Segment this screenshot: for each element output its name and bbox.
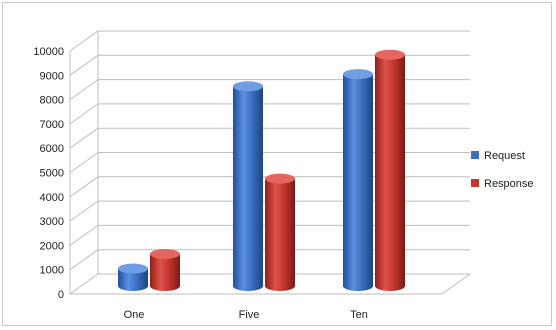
bars [118, 49, 405, 291]
bar-body [375, 54, 405, 291]
bar-request-five [233, 81, 263, 291]
gridline-side [69, 30, 99, 52]
gridline-side [69, 249, 99, 271]
gridline-side [69, 152, 99, 173]
bar-body [233, 86, 263, 291]
bar-body [118, 268, 148, 291]
legend-swatch [471, 151, 479, 159]
y-tick-label: 8000 [40, 95, 64, 107]
gridline-side [69, 54, 99, 76]
gridline-side [69, 176, 99, 198]
bar-top [118, 263, 148, 274]
y-tick-label: 0 [58, 289, 64, 301]
legend: Request Response [471, 150, 534, 190]
gridline-side [69, 200, 99, 222]
gridline-side [69, 273, 99, 295]
bar-response-ten [375, 49, 405, 291]
y-tick-label: 5000 [40, 168, 64, 180]
bar-response-one [150, 248, 180, 291]
y-tick-label: 6000 [40, 143, 64, 155]
y-tick-label: 10000 [33, 46, 64, 58]
y-tick-label: 2000 [40, 240, 64, 252]
bar-top [343, 69, 373, 80]
bar-top [150, 248, 180, 259]
gridline-side [69, 103, 99, 125]
bar-top [233, 81, 263, 92]
y-tick-label: 9000 [40, 70, 64, 82]
bar-top [265, 173, 295, 184]
bar-response-five [265, 173, 295, 291]
x-axis: One Five Ten [124, 309, 368, 321]
legend-swatch [471, 179, 479, 187]
y-tick-label: 3000 [40, 216, 64, 228]
gridline-side [69, 224, 99, 246]
floor-edge-side [441, 273, 471, 295]
legend-label: Response [484, 178, 534, 190]
bar-request-ten [343, 69, 373, 291]
bar-request-one [118, 263, 148, 291]
bar-body [343, 74, 373, 291]
legend-label: Request [484, 150, 525, 162]
y-tick-label: 4000 [40, 192, 64, 204]
bar-body [265, 178, 295, 291]
y-tick-label: 1000 [40, 265, 64, 277]
bar-body [150, 253, 180, 291]
x-category-label: Five [239, 309, 260, 321]
x-category-label: Ten [350, 309, 368, 321]
bar-top [375, 49, 405, 60]
y-axis: 0 1000 2000 3000 4000 5000 6000 7000 8000 9000 100… [33, 46, 64, 301]
gridline-side [69, 79, 99, 101]
y-tick-label: 7000 [40, 119, 64, 131]
x-category-label: One [124, 309, 145, 321]
gridline-side [69, 127, 99, 149]
